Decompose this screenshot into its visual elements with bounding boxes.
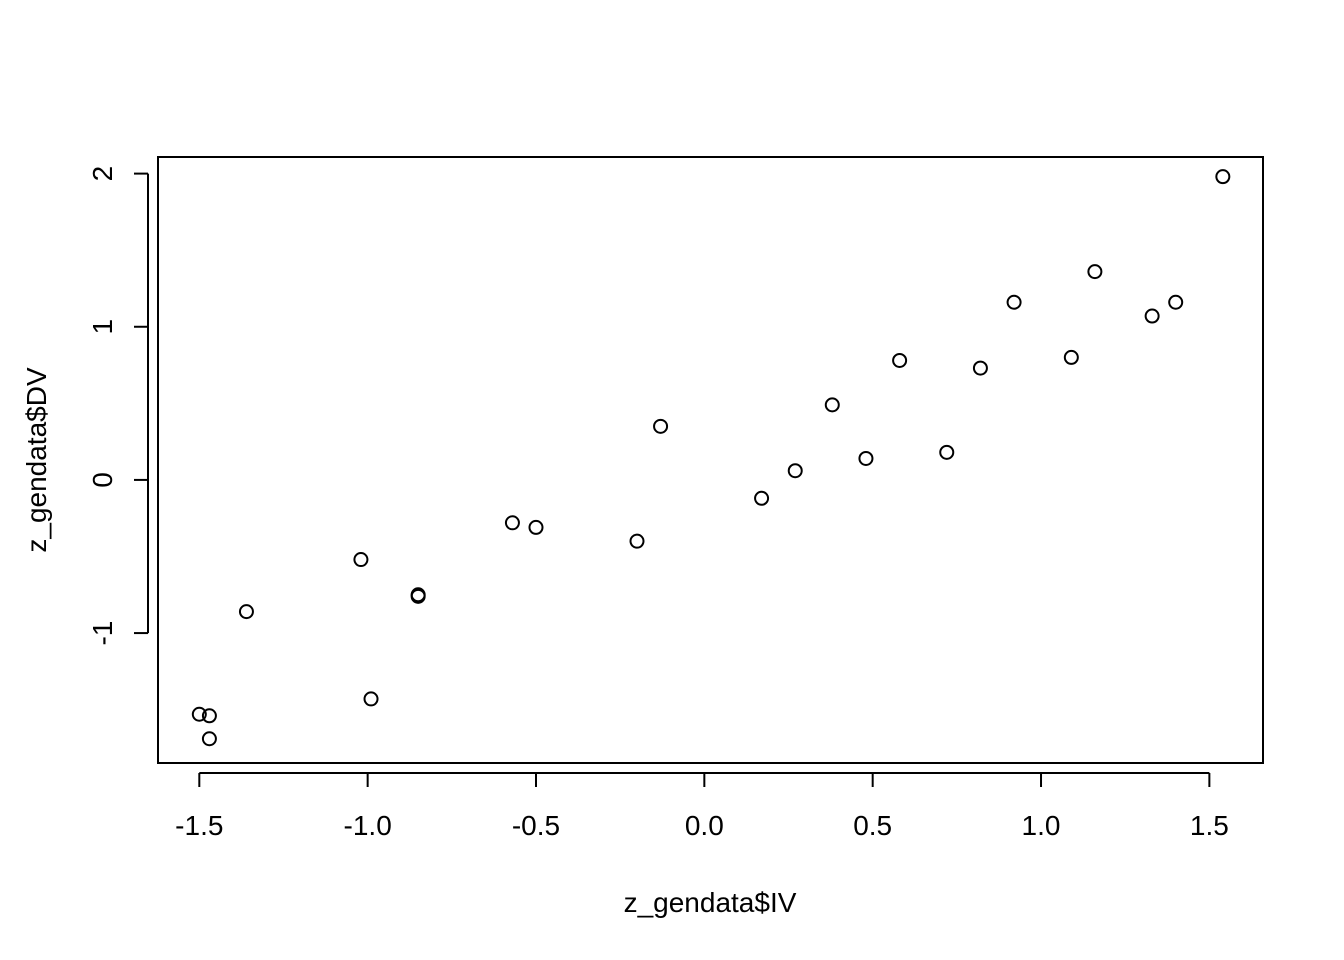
data-point [201, 708, 217, 724]
data-point [191, 706, 207, 722]
x-tick-label: 1.0 [1022, 810, 1061, 841]
x-tick-label: 1.5 [1190, 810, 1229, 841]
x-tick-label: -1.0 [344, 810, 392, 841]
data-point [972, 360, 988, 376]
data-point [1168, 294, 1184, 310]
y-tick-label: -1 [87, 621, 118, 646]
data-point [787, 463, 803, 479]
data-point [629, 533, 645, 549]
data-point [939, 444, 955, 460]
x-axis: -1.5 -1.0 -0.5 0.0 0.5 1.0 1.5 [175, 772, 1229, 841]
x-tick-label: 0.0 [685, 810, 724, 841]
x-axis-label: z_gendata$IV [624, 887, 797, 918]
data-point [1006, 294, 1022, 310]
x-tick-label: -0.5 [512, 810, 560, 841]
data-point [238, 604, 254, 620]
data-point [653, 418, 669, 434]
data-point [1063, 349, 1079, 365]
data-point [754, 490, 770, 506]
data-point [858, 450, 874, 466]
y-tick-label: 1 [87, 319, 118, 335]
x-tick-label: 0.5 [853, 810, 892, 841]
data-point [353, 552, 369, 568]
y-axis-label: z_gendata$DV [21, 367, 52, 553]
data-point [504, 515, 520, 531]
data-point [1215, 169, 1231, 185]
data-points [191, 169, 1231, 747]
data-point [1144, 308, 1160, 324]
y-tick-label: 2 [87, 166, 118, 182]
data-point [363, 691, 379, 707]
data-point [410, 588, 426, 604]
data-point [892, 352, 908, 368]
x-tick-label: -1.5 [175, 810, 223, 841]
data-point [201, 731, 217, 747]
data-point [528, 519, 544, 535]
data-point [1087, 264, 1103, 280]
y-tick-label: 0 [87, 472, 118, 488]
data-point [824, 397, 840, 413]
y-axis: -1 0 1 2 [87, 166, 149, 646]
plot-frame [157, 156, 1264, 764]
